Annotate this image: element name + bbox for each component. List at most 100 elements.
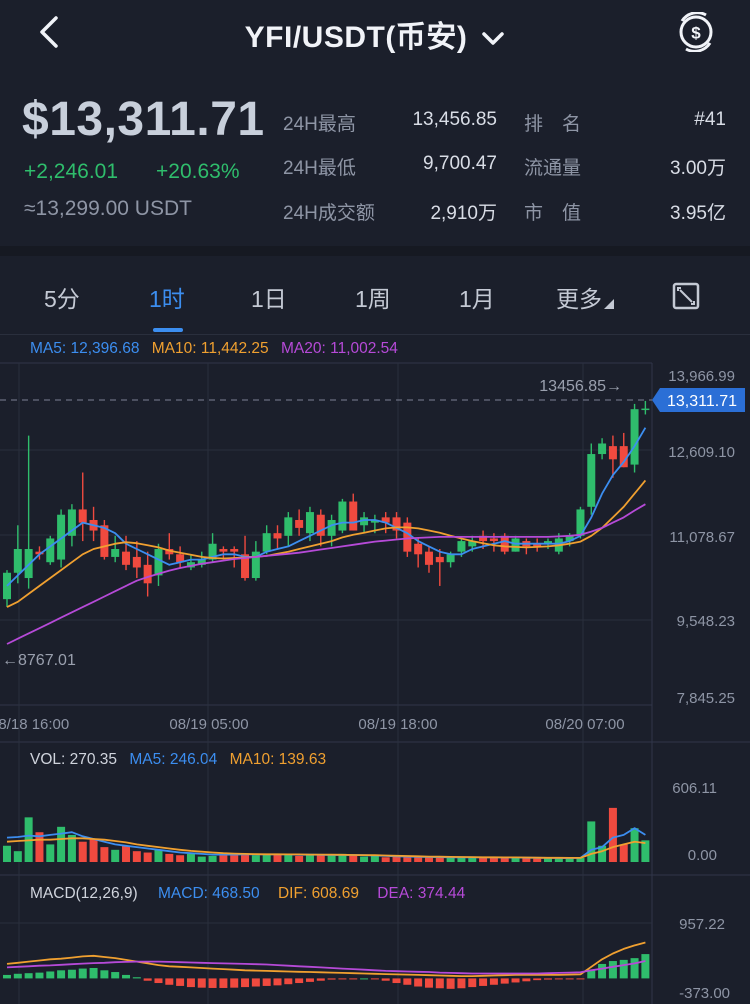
candle-body [349,501,358,531]
chevron-left-icon[interactable] [32,14,68,50]
candle [13,525,22,584]
candle [35,546,44,560]
candle [165,533,174,560]
tab-1week[interactable]: 1周 [355,286,391,312]
candle-body [251,551,260,579]
candle-body [176,554,185,563]
macd-histogram-bar [122,974,131,979]
macd-histogram-bar [544,978,552,980]
candle-body [100,525,109,557]
candle-body [57,514,66,560]
dea-line [6,960,646,975]
volume-bar [273,853,282,862]
candle-body [154,549,163,576]
candle-body [273,533,282,539]
macd-histogram-bar [381,978,390,981]
volume-bar [197,856,206,862]
volume-bar [392,856,401,862]
chevron-down-icon [482,32,505,45]
volume-bar [544,857,552,862]
volume-bar [489,857,498,862]
volume-bar [219,853,228,862]
volume-bar [176,855,185,862]
volume-bar [208,855,217,862]
candle-body [630,409,639,465]
volume-bar [111,849,120,862]
macd-histogram-bar [403,978,412,985]
volume-bar [370,855,379,862]
macd-histogram-bar [176,978,185,986]
candle [295,509,304,536]
candle-body [544,541,552,544]
volume-bar [435,857,444,862]
candle-body [327,519,336,536]
volume-bar [230,854,239,862]
tab-1month[interactable]: 1月 [459,286,495,312]
macd-histogram-bar [587,969,596,979]
stat-label-circulating: 流通量 [524,158,582,179]
candle-body [165,549,174,555]
macd-params-legend: MACD(12,26,9) [30,885,138,902]
macd-histogram-bar [630,958,639,979]
volume-bar [316,855,325,862]
volume-bar [13,851,22,862]
volume-bar [381,857,390,862]
candle-body [78,509,87,523]
volume-bar [608,807,617,862]
fullscreen-icon[interactable] [672,282,700,310]
caret-down-icon [604,299,614,309]
candle [608,435,617,478]
volume-bar [327,855,336,862]
currency-switch-icon[interactable]: $ [676,12,716,52]
candle-body [241,554,250,579]
tab-5min[interactable]: 5分 [44,286,80,312]
volume-bar [305,853,314,862]
macd-y-tick: 957.22 [679,916,725,933]
macd-histogram-bar [576,978,585,980]
candle-body [143,564,152,584]
volume-bar [479,856,488,862]
macd-histogram-bar [89,967,98,979]
volume-bar [619,844,628,862]
macd-histogram-bar [305,978,314,982]
candle [154,543,163,586]
volume-bar [295,855,304,862]
volume-bar [424,856,433,862]
pair-selector[interactable]: YFI/USDT(币安) [0,12,750,56]
stat-label-24h-turnover: 24H成交额 [283,203,375,224]
stat-label-24h-high: 24H最高 [283,114,356,135]
macd-histogram-bar [57,970,66,979]
macd-histogram-bar [273,978,282,986]
stat-value-24h-low: 9,700.47 [423,153,497,174]
volume-bar [284,854,293,862]
candle-body [479,535,488,542]
price-y-tick: 13,966.99 [668,368,735,385]
macd-histogram-bar [241,978,250,988]
macd-histogram-bar [197,978,206,988]
volume-bar [143,852,152,862]
interval-tabs: 5分 1时 1日 1周 1月 更多 [0,256,750,336]
candle-body [208,543,217,560]
time-x-tick: 08/18 16:00 [0,716,69,733]
candle [587,443,596,515]
volume-bar [122,845,131,862]
stat-value-circulating: 3.00万 [670,158,726,179]
tab-1day[interactable]: 1日 [251,286,287,312]
candle-body [587,454,596,507]
price-y-tick: 9,548.23 [677,613,735,630]
volume-bar [165,853,174,862]
macd-layer [3,941,650,989]
macd-histogram-bar [446,978,455,989]
ma-legend: MA5: 12,396.68 MA10: 11,442.25 MA20: 11,… [30,340,406,358]
volume-y-tick: 606.11 [672,780,717,797]
macd-histogram-bar [598,963,607,979]
tab-1hour[interactable]: 1时 [149,286,185,312]
price-y-tick: 7,845.25 [677,690,735,707]
candles-layer [3,400,650,608]
ma10-line [6,479,647,608]
tab-divider [0,334,750,335]
macd-histogram-bar [641,954,650,979]
tab-more[interactable]: 更多 [556,280,614,314]
